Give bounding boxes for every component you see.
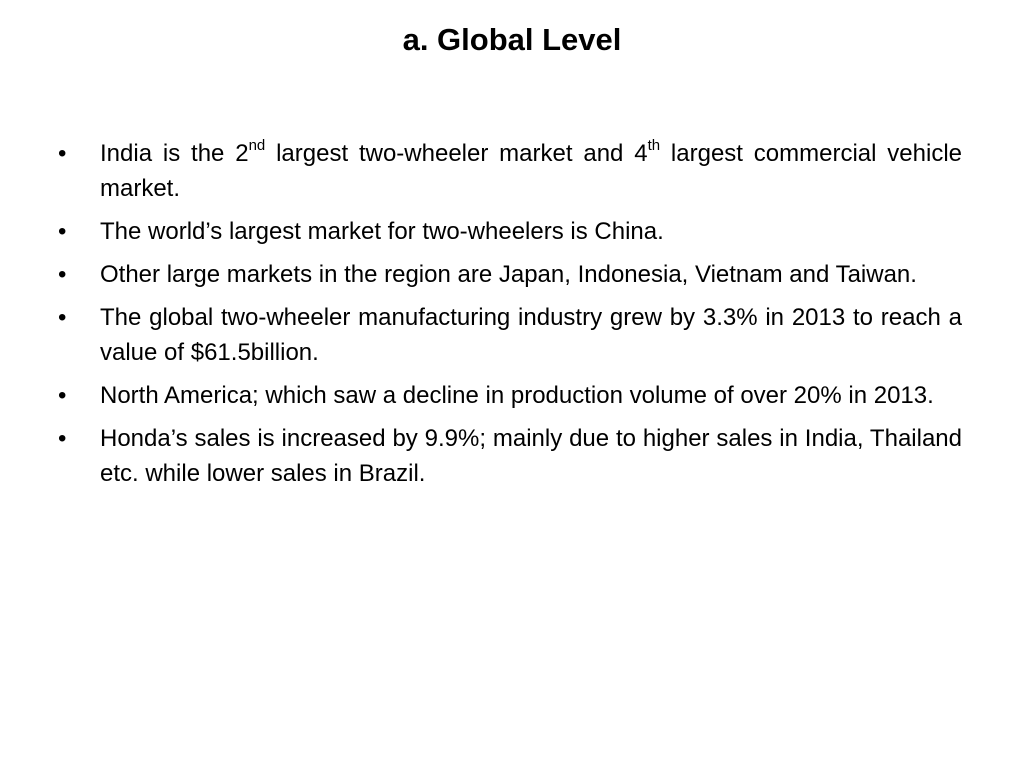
bullet-item: • Other large markets in the region are J… bbox=[56, 257, 962, 292]
bullet-item: • The global two-wheeler manufacturing in… bbox=[56, 300, 962, 370]
bullet-dot-icon: • bbox=[58, 261, 67, 288]
bullet-text: The global two-wheeler manufacturing ind… bbox=[100, 304, 962, 366]
superscript: nd bbox=[248, 137, 266, 154]
bullet-dot-icon: • bbox=[58, 304, 67, 331]
text-run: Other large markets in the region are Ja… bbox=[100, 261, 917, 288]
text-run: largest commercial vehicle market. bbox=[100, 140, 963, 202]
bullet-dot-icon: • bbox=[58, 140, 67, 167]
text-run: Honda’s sales is increased by 9.9%; main… bbox=[100, 425, 962, 487]
text-run: The global two-wheeler manufacturing ind… bbox=[100, 304, 962, 366]
slide-title: a. Global Level bbox=[402, 22, 622, 57]
bullet-dot-icon: • bbox=[58, 218, 67, 245]
bullet-item: • The world’s largest market for two-whee… bbox=[56, 214, 962, 249]
bullet-item: • Honda’s sales is increased by 9.9%; mai… bbox=[56, 421, 962, 491]
bullet-item: • North America; which saw a decline in p… bbox=[56, 378, 962, 413]
bullet-list: • India is the 2nd largest two-wheeler ma… bbox=[56, 136, 962, 499]
superscript: th bbox=[647, 137, 661, 154]
bullet-dot-icon: • bbox=[58, 382, 67, 409]
text-run: largest two-wheeler market and 4 bbox=[265, 140, 648, 167]
bullet-text: Other large markets in the region are Ja… bbox=[100, 261, 917, 288]
bullet-item: • India is the 2nd largest two-wheeler ma… bbox=[56, 136, 962, 206]
bullet-text: India is the 2nd largest two-wheeler mar… bbox=[100, 137, 963, 202]
text-run: The world’s largest market for two-wheel… bbox=[100, 218, 664, 245]
text-run: India is the 2 bbox=[100, 140, 249, 167]
text-run: North America; which saw a decline in pr… bbox=[100, 382, 934, 409]
bullet-text: North America; which saw a decline in pr… bbox=[100, 382, 934, 409]
bullet-text: Honda’s sales is increased by 9.9%; main… bbox=[100, 425, 962, 487]
bullet-dot-icon: • bbox=[58, 425, 67, 452]
bullet-text: The world’s largest market for two-wheel… bbox=[100, 218, 664, 245]
